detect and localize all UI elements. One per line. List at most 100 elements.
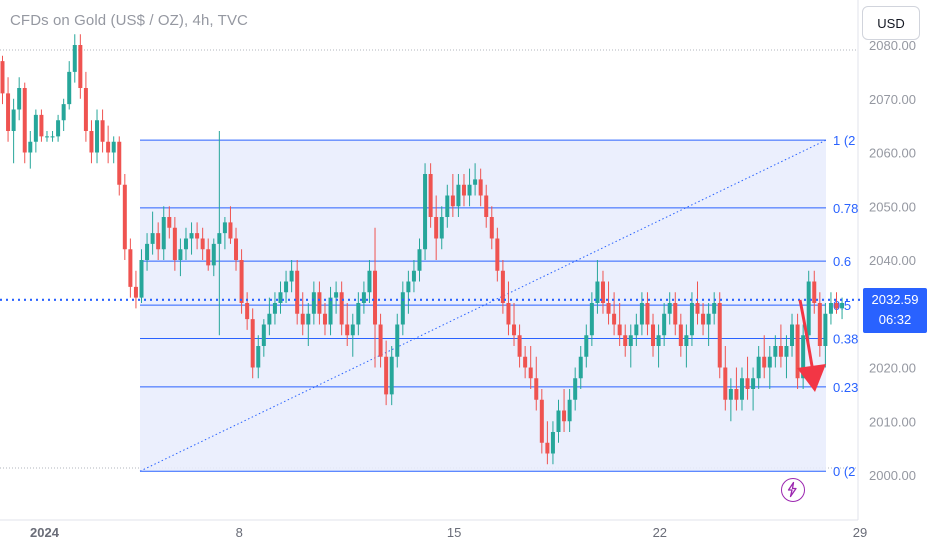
candle-body	[56, 120, 61, 137]
candle-body	[595, 281, 600, 303]
candle-body	[762, 356, 767, 368]
price-axis-label: 2070.00	[869, 92, 916, 107]
price-axis-label: 2040.00	[869, 253, 916, 268]
time-axis-label: 22	[653, 525, 667, 540]
candle-body	[300, 313, 305, 325]
candle-body	[167, 217, 172, 228]
candle-body	[667, 303, 672, 314]
candle-body	[445, 195, 450, 217]
candle-body	[734, 389, 739, 400]
candle-body	[322, 313, 327, 325]
candle-body	[678, 324, 683, 346]
candle-body	[250, 319, 255, 368]
candle-body	[450, 195, 455, 207]
candle-body	[384, 356, 389, 395]
fib-level-label: 0.6	[833, 254, 851, 269]
candle-body	[284, 281, 289, 293]
candle-body	[801, 335, 806, 379]
candle-body	[6, 93, 11, 131]
candle-body	[361, 292, 366, 303]
candle-body	[506, 303, 511, 325]
candle-body	[128, 249, 133, 287]
candle-body	[461, 184, 466, 196]
candle-body	[389, 356, 394, 395]
price-axis-label: 2010.00	[869, 414, 916, 429]
candle-body	[178, 249, 183, 260]
candle-body	[628, 335, 633, 346]
candle-body	[0, 61, 5, 94]
candle-body	[517, 335, 522, 357]
candle-body	[495, 238, 500, 271]
price-axis-label: 2020.00	[869, 361, 916, 376]
fib-trend-line	[139, 139, 827, 472]
candle-body	[317, 292, 322, 314]
candle-body	[295, 270, 300, 314]
candle-body	[578, 356, 583, 379]
candle-body	[417, 249, 422, 271]
time-axis-label: 8	[236, 525, 243, 540]
candle-body	[278, 292, 283, 303]
candle-body	[756, 356, 761, 379]
candle-body	[211, 243, 216, 266]
candle-body	[50, 136, 55, 138]
candle-body	[528, 367, 533, 379]
candle-body	[239, 260, 244, 303]
candle-body	[717, 303, 722, 368]
fib-level-label: 0.38	[833, 331, 858, 346]
candle-body	[145, 243, 150, 260]
fib-level-label: 1 (2	[833, 133, 855, 148]
candle-body	[411, 270, 416, 282]
candle-body	[562, 410, 567, 422]
candle-body	[606, 303, 611, 314]
candle-body	[156, 233, 161, 250]
candle-body	[567, 399, 572, 422]
candle-body	[706, 313, 711, 325]
candle-body	[245, 303, 250, 320]
candle-body	[523, 356, 528, 368]
candle-body	[256, 346, 261, 368]
candle-body	[723, 367, 728, 400]
candle-body	[489, 217, 494, 239]
candle-body	[651, 324, 656, 346]
time-axis-label: 2024	[30, 525, 60, 540]
candle-body	[751, 378, 756, 389]
candle-body	[289, 270, 294, 282]
lightning-icon[interactable]	[781, 478, 805, 502]
candle-body	[311, 292, 316, 314]
currency-button[interactable]: USD	[862, 6, 920, 40]
candle-body	[78, 45, 83, 88]
candle-body	[550, 432, 555, 454]
candle-body	[473, 179, 478, 185]
candle-body	[172, 227, 177, 260]
candle-body	[228, 222, 233, 239]
candle-body	[22, 88, 27, 153]
candle-body	[395, 324, 400, 357]
price-axis-label: 2000.00	[869, 468, 916, 483]
price-axis-label: 2080.00	[869, 38, 916, 53]
candle-body	[556, 410, 561, 432]
candle-body	[200, 238, 205, 250]
candle-body	[673, 303, 678, 325]
candle-body	[234, 238, 239, 260]
candle-body	[111, 141, 116, 153]
candle-body	[600, 281, 605, 303]
chart-title: CFDs on Gold (US$ / OZ), 4h, TVC	[10, 12, 248, 29]
candle-body	[790, 324, 795, 346]
candle-body	[512, 324, 517, 336]
candle-body	[701, 313, 706, 325]
candle-body	[534, 378, 539, 400]
candle-body	[728, 389, 733, 400]
candle-body	[17, 88, 22, 110]
candle-body	[645, 303, 650, 325]
candle-body	[61, 104, 66, 121]
candle-body	[133, 286, 138, 298]
fib-level-label: 0.78	[833, 201, 858, 216]
candle-body	[83, 88, 88, 131]
candle-body	[117, 141, 122, 185]
candle-body	[28, 141, 33, 153]
candle-body	[817, 303, 822, 346]
candle-body	[834, 303, 839, 309]
candle-body	[106, 141, 111, 153]
candle-body	[328, 297, 333, 325]
